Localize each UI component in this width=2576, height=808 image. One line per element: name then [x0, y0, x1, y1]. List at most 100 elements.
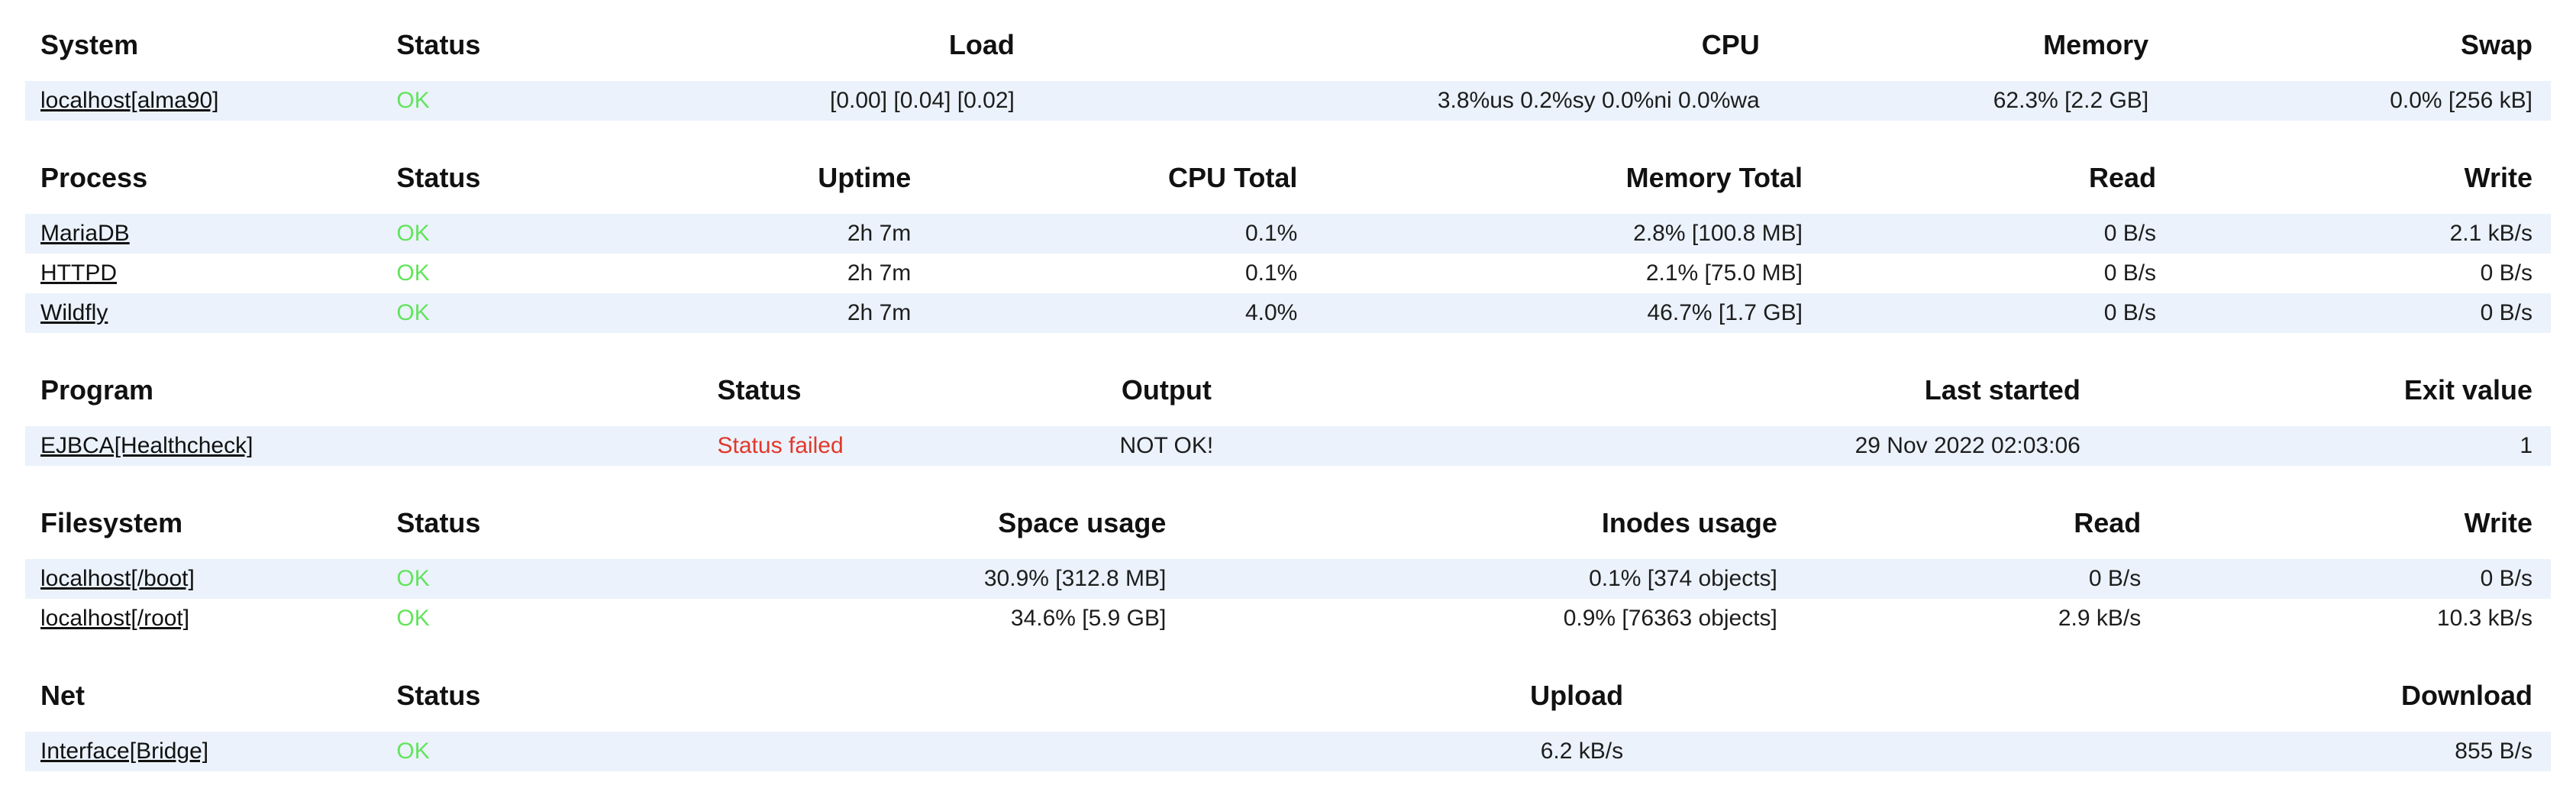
- localhost-root-link[interactable]: localhost[/root]: [40, 606, 190, 631]
- cell-cpu-total: 0.1%: [929, 254, 1315, 293]
- localhost-alma90-link[interactable]: localhost[alma90]: [40, 88, 219, 113]
- cell-cpu-total: 0.1%: [929, 214, 1315, 254]
- cell-upload: 6.2 kB/s: [917, 732, 1641, 771]
- cell-text: 0.0% [256 kB]: [2390, 88, 2532, 113]
- cell-uptime: 2h 7m: [687, 254, 930, 293]
- cell-status: OK: [381, 214, 686, 254]
- table-row: localhost[/boot] OK 30.9% [312.8 MB] 0.1% […: [25, 559, 2551, 599]
- column-header-read: Read: [2074, 507, 2142, 538]
- cell-memory-total: 46.7% [1.7 GB]: [1315, 293, 1821, 333]
- cell-write: 2.1 kB/s: [2174, 214, 2551, 254]
- interface-bridge-link[interactable]: Interface[Bridge]: [40, 739, 209, 764]
- column-header-write: Write: [2464, 162, 2532, 193]
- cell-uptime: 2h 7m: [687, 214, 930, 254]
- cell-text: 855 B/s: [2455, 739, 2532, 764]
- cell-text: 62.3% [2.2 GB]: [1993, 88, 2149, 113]
- column-header-status: Status: [396, 29, 481, 60]
- status-text: OK: [396, 606, 430, 631]
- cell-text: 2h 7m: [847, 221, 912, 246]
- cell-text: 46.7% [1.7 GB]: [1647, 300, 1803, 325]
- column-header-write: Write: [2464, 507, 2532, 538]
- cell-write: 10.3 kB/s: [2159, 599, 2551, 638]
- column-header-memory-total: Memory Total: [1625, 162, 1803, 193]
- cell-status: OK: [381, 599, 686, 638]
- cell-read: 0 B/s: [1821, 293, 2174, 333]
- column-header-net: Net: [40, 680, 86, 711]
- column-header-output: Output: [1121, 374, 1212, 406]
- column-header-status: Status: [396, 507, 481, 538]
- cell-last-started: 29 Nov 2022 02:03:06: [1359, 426, 2099, 466]
- net-table: Net Status Upload Download Interface[Bridge]…: [25, 677, 2551, 771]
- httpd-link[interactable]: HTTPD: [40, 260, 117, 286]
- column-header-space-usage: Space usage: [998, 507, 1167, 538]
- ejbca-healthcheck-link[interactable]: EJBCA[Healthcheck]: [40, 433, 253, 458]
- wildfly-link[interactable]: Wildfly: [40, 300, 108, 325]
- column-header-inodes-usage: Inodes usage: [1601, 507, 1777, 538]
- cell-process: MariaDB: [25, 214, 381, 254]
- cell-read: 0 B/s: [1796, 559, 2159, 599]
- cell-read: 0 B/s: [1821, 214, 2174, 254]
- cell-download: 855 B/s: [1641, 732, 2551, 771]
- status-text: OK: [396, 88, 430, 113]
- cell-system: localhost[alma90]: [25, 81, 381, 121]
- monitor-tables: System Status Load CPU Memory Swap localhost[a…: [25, 26, 2551, 771]
- cell-inodes-usage: 0.9% [76363 objects]: [1184, 599, 1796, 638]
- cell-status: OK: [381, 732, 916, 771]
- cell-write: 0 B/s: [2174, 293, 2551, 333]
- column-header-uptime: Uptime: [818, 162, 912, 193]
- cell-memory: 62.3% [2.2 GB]: [1778, 81, 2167, 121]
- column-header-process: Process: [40, 162, 148, 193]
- program-table: Program Status Output Last started Exit valu…: [25, 371, 2551, 466]
- column-header-last-started: Last started: [1924, 374, 2080, 406]
- cell-filesystem: localhost[/boot]: [25, 559, 381, 599]
- cell-output: NOT OK!: [977, 426, 1359, 466]
- header-row: Net Status Upload Download: [25, 677, 2551, 732]
- cell-text: 3.8%us 0.2%sy 0.0%ni 0.0%wa: [1437, 88, 1760, 113]
- cell-text: 0 B/s: [2103, 260, 2157, 286]
- cell-inodes-usage: 0.1% [374 objects]: [1184, 559, 1796, 599]
- cell-filesystem: localhost[/root]: [25, 599, 381, 638]
- column-header-system: System: [40, 29, 139, 60]
- column-header-status: Status: [396, 162, 481, 193]
- cell-memory-total: 2.8% [100.8 MB]: [1315, 214, 1821, 254]
- cell-text: 0 B/s: [2103, 221, 2157, 246]
- cell-text: 2.1 kB/s: [2449, 221, 2532, 246]
- cell-text: 2h 7m: [847, 260, 912, 286]
- table-row: Wildfly OK 2h 7m 4.0% 46.7% [1.7 GB] 0 B/s 0 B…: [25, 293, 2551, 333]
- cell-cpu-total: 4.0%: [929, 293, 1315, 333]
- status-text: Status failed: [717, 433, 844, 458]
- localhost-boot-link[interactable]: localhost[/boot]: [40, 566, 195, 591]
- cell-uptime: 2h 7m: [687, 293, 930, 333]
- status-text: OK: [396, 739, 430, 764]
- cell-space-usage: 34.6% [5.9 GB]: [687, 599, 1185, 638]
- table-row: EJBCA[Healthcheck] Status failed NOT OK! 29…: [25, 426, 2551, 466]
- cell-text: 0.9% [76363 objects]: [1563, 606, 1777, 631]
- mariadb-link[interactable]: MariaDB: [40, 221, 130, 246]
- cell-text: 0 B/s: [2103, 300, 2157, 325]
- table-row: MariaDB OK 2h 7m 0.1% 2.8% [100.8 MB] 0 B/s 2.…: [25, 214, 2551, 254]
- cell-read: 2.9 kB/s: [1796, 599, 2159, 638]
- system-table: System Status Load CPU Memory Swap localhost[a…: [25, 26, 2551, 121]
- process-table: Process Status Uptime CPU Total Memory Total…: [25, 159, 2551, 333]
- cell-net: Interface[Bridge]: [25, 732, 381, 771]
- column-header-cpu-total: CPU Total: [1168, 162, 1298, 193]
- cell-text: [0.00] [0.04] [0.02]: [830, 88, 1015, 113]
- cell-swap: 0.0% [256 kB]: [2167, 81, 2551, 121]
- cell-text: 2.8% [100.8 MB]: [1633, 221, 1803, 246]
- table-row: localhost[alma90] OK [0.00] [0.04] [0.02] 3…: [25, 81, 2551, 121]
- cell-text: 1: [2520, 433, 2532, 458]
- table-row: Interface[Bridge] OK 6.2 kB/s 855 B/s: [25, 732, 2551, 771]
- column-header-upload: Upload: [1530, 680, 1624, 711]
- cell-text: 6.2 kB/s: [1540, 739, 1624, 764]
- cell-process: HTTPD: [25, 254, 381, 293]
- cell-text: 29 Nov 2022 02:03:06: [1855, 433, 2080, 458]
- cell-text: 0.1% [374 objects]: [1589, 566, 1777, 591]
- cell-text: 2.9 kB/s: [2058, 606, 2142, 631]
- cell-write: 0 B/s: [2174, 254, 2551, 293]
- column-header-cpu: CPU: [1701, 29, 1760, 60]
- column-header-read: Read: [2089, 162, 2157, 193]
- cell-text: 2.1% [75.0 MB]: [1645, 260, 1803, 286]
- cell-text: 0 B/s: [2480, 300, 2532, 325]
- cell-program: EJBCA[Healthcheck]: [25, 426, 702, 466]
- cell-text: 4.0%: [1244, 300, 1298, 325]
